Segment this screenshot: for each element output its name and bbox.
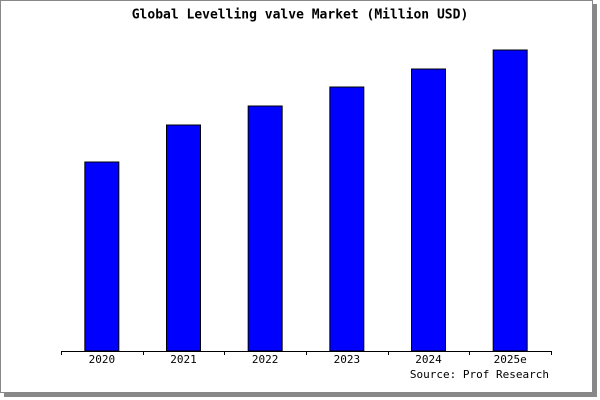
x-tick-label: 2025e [494,353,527,366]
bar [492,49,528,352]
bar [166,124,201,352]
source-note: Source: Prof Research [410,368,549,381]
bar [84,161,120,352]
x-tick-label: 2020 [89,353,116,366]
x-tick-label: 2023 [334,353,361,366]
x-tick-label: 2024 [415,353,442,366]
chart-title: Global Levelling valve Market (Million U… [132,8,469,23]
x-tick-label: 2022 [252,353,279,366]
x-tick-label: 2021 [170,353,197,366]
plot-area [61,45,551,351]
bar [329,86,365,352]
bar [411,68,446,352]
bar [247,105,283,352]
